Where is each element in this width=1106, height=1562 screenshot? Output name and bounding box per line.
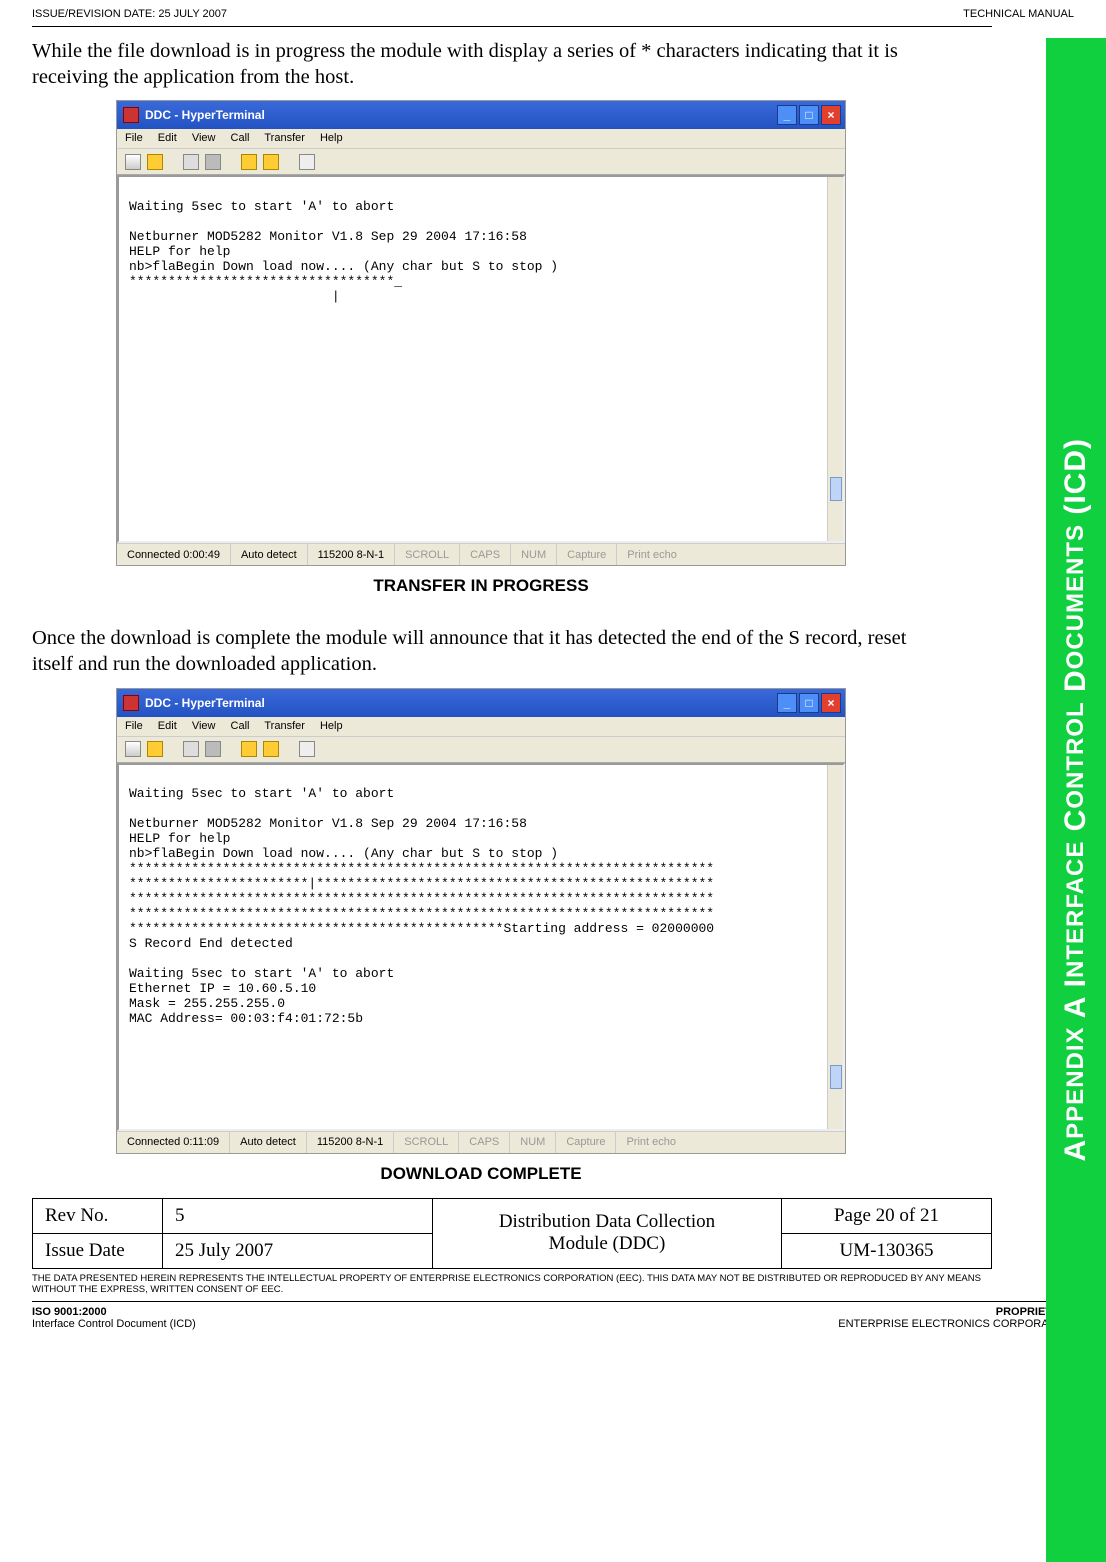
company-label: ENTERPRISE ELECTRONICS CORPORATION <box>838 1318 1074 1330</box>
page-header: ISSUE/REVISION DATE: 25 JULY 2007 TECHNI… <box>0 0 1106 24</box>
app-icon <box>123 695 139 711</box>
status-num: NUM <box>510 1132 556 1153</box>
doc-title-cell: Distribution Data CollectionModule (DDC) <box>433 1198 782 1268</box>
receive-icon[interactable] <box>263 741 279 757</box>
statusbar: Connected 0:00:49 Auto detect 115200 8-N… <box>117 543 845 565</box>
open-icon[interactable] <box>147 741 163 757</box>
status-connected: Connected 0:00:49 <box>117 544 231 565</box>
appendix-tab: APPENDIX A INTERFACE CONTROL DOCUMENTS (… <box>1046 38 1106 1562</box>
screenshot-complete: DDC - HyperTerminal _ □ × File Edit View… <box>116 688 846 1154</box>
caption-complete: DOWNLOAD COMPLETE <box>32 1164 930 1184</box>
tool-icon[interactable] <box>205 154 221 170</box>
status-connected: Connected 0:11:09 <box>117 1132 230 1153</box>
icd-label: Interface Control Document (ICD) <box>32 1318 196 1330</box>
scrollbar[interactable] <box>827 765 843 1129</box>
header-left: ISSUE/REVISION DATE: 25 JULY 2007 <box>32 8 227 20</box>
menu-view[interactable]: View <box>192 132 216 144</box>
menubar: File Edit View Call Transfer Help <box>117 717 845 737</box>
screenshot-transfer: DDC - HyperTerminal _ □ × File Edit View… <box>116 100 846 566</box>
tool-icon[interactable] <box>183 154 199 170</box>
status-autodetect: Auto detect <box>231 544 308 565</box>
intro-paragraph-1: While the file download is in progress t… <box>32 39 930 90</box>
menu-call[interactable]: Call <box>231 132 250 144</box>
issue-date-label: Issue Date <box>33 1233 163 1268</box>
status-caps: CAPS <box>459 1132 510 1153</box>
menu-transfer[interactable]: Transfer <box>264 132 305 144</box>
receive-icon[interactable] <box>263 154 279 170</box>
menu-file[interactable]: File <box>125 720 143 732</box>
new-icon[interactable] <box>125 154 141 170</box>
rev-value: 5 <box>163 1198 433 1233</box>
intro-paragraph-2: Once the download is complete the module… <box>32 626 930 677</box>
maximize-button[interactable]: □ <box>799 105 819 125</box>
new-icon[interactable] <box>125 741 141 757</box>
status-capture: Capture <box>557 544 617 565</box>
status-num: NUM <box>511 544 557 565</box>
send-icon[interactable] <box>241 154 257 170</box>
scrollbar[interactable] <box>827 177 843 541</box>
caption-transfer: TRANSFER IN PROGRESS <box>32 576 930 596</box>
status-baud: 115200 8-N-1 <box>308 544 395 565</box>
status-printecho: Print echo <box>617 544 687 565</box>
page-footer: ISO 9001:2000 Interface Control Document… <box>0 1302 1106 1330</box>
table-row: Rev No. 5 Distribution Data CollectionMo… <box>33 1198 992 1233</box>
open-icon[interactable] <box>147 154 163 170</box>
menu-edit[interactable]: Edit <box>158 720 177 732</box>
status-baud: 115200 8-N-1 <box>307 1132 394 1153</box>
appendix-tab-text: APPENDIX A INTERFACE CONTROL DOCUMENTS (… <box>1059 438 1093 1162</box>
footer-table: Rev No. 5 Distribution Data CollectionMo… <box>32 1198 992 1269</box>
menu-help[interactable]: Help <box>320 132 343 144</box>
menu-file[interactable]: File <box>125 132 143 144</box>
disclaimer: THE DATA PRESENTED HEREIN REPRESENTS THE… <box>32 1273 992 1296</box>
menu-edit[interactable]: Edit <box>158 132 177 144</box>
iso-label: ISO 9001:2000 <box>32 1306 107 1318</box>
maximize-button[interactable]: □ <box>799 693 819 713</box>
terminal-output: Waiting 5sec to start 'A' to abort Netbu… <box>117 175 845 543</box>
properties-icon[interactable] <box>299 154 315 170</box>
menu-help[interactable]: Help <box>320 720 343 732</box>
page-number: Page 20 of 21 <box>782 1198 992 1233</box>
window-titlebar: DDC - HyperTerminal _ □ × <box>117 101 845 129</box>
menu-view[interactable]: View <box>192 720 216 732</box>
status-scroll: SCROLL <box>394 1132 459 1153</box>
content-area: While the file download is in progress t… <box>0 27 1010 1184</box>
send-icon[interactable] <box>241 741 257 757</box>
toolbar <box>117 737 845 763</box>
window-title: DDC - HyperTerminal <box>145 108 265 122</box>
statusbar: Connected 0:11:09 Auto detect 115200 8-N… <box>117 1131 845 1153</box>
close-button[interactable]: × <box>821 693 841 713</box>
um-number: UM-130365 <box>782 1233 992 1268</box>
minimize-button[interactable]: _ <box>777 105 797 125</box>
status-autodetect: Auto detect <box>230 1132 307 1153</box>
rev-label: Rev No. <box>33 1198 163 1233</box>
header-right: TECHNICAL MANUAL <box>963 8 1074 20</box>
status-scroll: SCROLL <box>395 544 460 565</box>
status-printecho: Print echo <box>616 1132 686 1153</box>
properties-icon[interactable] <box>299 741 315 757</box>
window-titlebar: DDC - HyperTerminal _ □ × <box>117 689 845 717</box>
terminal-output: Waiting 5sec to start 'A' to abort Netbu… <box>117 763 845 1131</box>
window-title: DDC - HyperTerminal <box>145 696 265 710</box>
tool-icon[interactable] <box>205 741 221 757</box>
issue-date-value: 25 July 2007 <box>163 1233 433 1268</box>
status-caps: CAPS <box>460 544 511 565</box>
tool-icon[interactable] <box>183 741 199 757</box>
toolbar <box>117 149 845 175</box>
minimize-button[interactable]: _ <box>777 693 797 713</box>
menu-transfer[interactable]: Transfer <box>264 720 305 732</box>
menu-call[interactable]: Call <box>231 720 250 732</box>
menubar: File Edit View Call Transfer Help <box>117 129 845 149</box>
status-capture: Capture <box>556 1132 616 1153</box>
app-icon <box>123 107 139 123</box>
close-button[interactable]: × <box>821 105 841 125</box>
